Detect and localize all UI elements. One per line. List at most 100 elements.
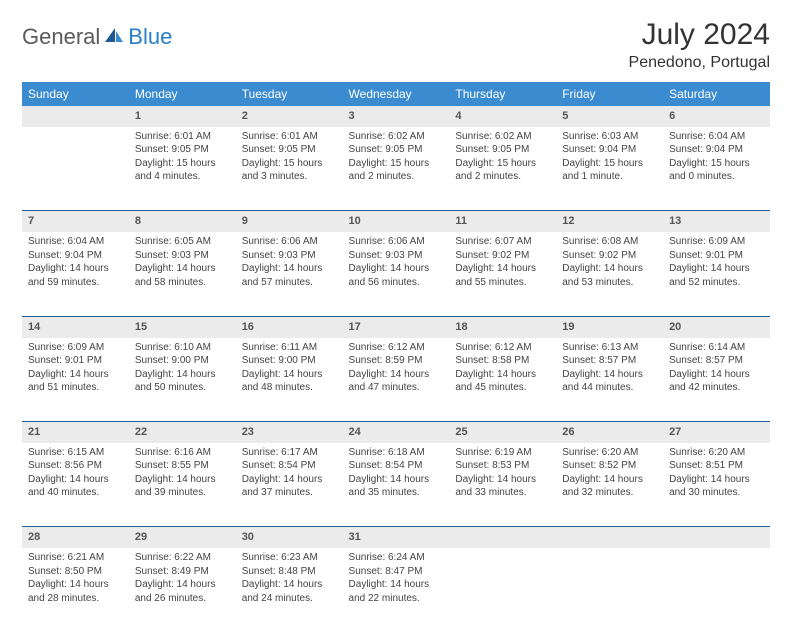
day-cell: [663, 548, 770, 632]
day-info-line: Sunset: 9:04 PM: [669, 143, 764, 157]
location: Penedono, Portugal: [629, 54, 770, 72]
day-info-line: Sunset: 8:50 PM: [28, 565, 123, 579]
day-cell: Sunrise: 6:05 AMSunset: 9:03 PMDaylight:…: [129, 232, 236, 316]
day-number: 30: [236, 527, 343, 548]
day-number-row: 14151617181920: [22, 316, 770, 337]
day-number: 9: [236, 211, 343, 232]
day-info-line: Daylight: 14 hours and 22 minutes.: [349, 578, 444, 605]
day-number: 14: [22, 316, 129, 337]
day-number: 24: [343, 422, 450, 443]
day-number: 8: [129, 211, 236, 232]
day-number: [663, 527, 770, 548]
day-info-line: Daylight: 14 hours and 30 minutes.: [669, 473, 764, 500]
weekday-header-row: Sunday Monday Tuesday Wednesday Thursday…: [22, 82, 770, 106]
day-info-line: Sunset: 8:55 PM: [135, 459, 230, 473]
day-info-line: Sunrise: 6:14 AM: [669, 341, 764, 355]
page-title: July 2024: [629, 18, 770, 52]
day-info-line: Sunset: 9:05 PM: [455, 143, 550, 157]
day-number-row: 123456: [22, 106, 770, 127]
day-info-line: Daylight: 14 hours and 52 minutes.: [669, 262, 764, 289]
day-info-line: Sunrise: 6:02 AM: [349, 130, 444, 144]
day-cell: Sunrise: 6:08 AMSunset: 9:02 PMDaylight:…: [556, 232, 663, 316]
day-info-line: Sunrise: 6:20 AM: [669, 446, 764, 460]
day-info-line: Sunset: 9:02 PM: [455, 249, 550, 263]
day-info-line: Sunrise: 6:17 AM: [242, 446, 337, 460]
day-number: 11: [449, 211, 556, 232]
day-info-line: Sunrise: 6:24 AM: [349, 551, 444, 565]
day-info-line: Daylight: 14 hours and 47 minutes.: [349, 368, 444, 395]
day-info-line: Daylight: 14 hours and 51 minutes.: [28, 368, 123, 395]
day-info-line: Daylight: 15 hours and 0 minutes.: [669, 157, 764, 184]
day-info-line: Sunrise: 6:22 AM: [135, 551, 230, 565]
day-info-line: Sunrise: 6:23 AM: [242, 551, 337, 565]
day-info-line: Sunrise: 6:09 AM: [669, 235, 764, 249]
day-info-line: Sunset: 9:03 PM: [349, 249, 444, 263]
day-number: 6: [663, 106, 770, 127]
day-cell: Sunrise: 6:04 AMSunset: 9:04 PMDaylight:…: [22, 232, 129, 316]
weekday-header: Tuesday: [236, 82, 343, 106]
weekday-header: Saturday: [663, 82, 770, 106]
day-number: 10: [343, 211, 450, 232]
day-cell: Sunrise: 6:20 AMSunset: 8:52 PMDaylight:…: [556, 443, 663, 527]
calendar-body: 123456Sunrise: 6:01 AMSunset: 9:05 PMDay…: [22, 106, 770, 632]
day-number: 31: [343, 527, 450, 548]
weekday-header: Thursday: [449, 82, 556, 106]
day-info-line: Daylight: 14 hours and 28 minutes.: [28, 578, 123, 605]
day-info-line: Daylight: 14 hours and 58 minutes.: [135, 262, 230, 289]
day-number: 29: [129, 527, 236, 548]
day-number: [556, 527, 663, 548]
day-number: 2: [236, 106, 343, 127]
day-cell: Sunrise: 6:01 AMSunset: 9:05 PMDaylight:…: [129, 127, 236, 211]
weekday-header: Wednesday: [343, 82, 450, 106]
day-cell: Sunrise: 6:19 AMSunset: 8:53 PMDaylight:…: [449, 443, 556, 527]
day-info-line: Daylight: 14 hours and 44 minutes.: [562, 368, 657, 395]
day-info-line: Sunset: 9:03 PM: [242, 249, 337, 263]
day-content-row: Sunrise: 6:21 AMSunset: 8:50 PMDaylight:…: [22, 548, 770, 632]
day-info-line: Daylight: 14 hours and 55 minutes.: [455, 262, 550, 289]
day-cell: Sunrise: 6:12 AMSunset: 8:59 PMDaylight:…: [343, 338, 450, 422]
day-content-row: Sunrise: 6:09 AMSunset: 9:01 PMDaylight:…: [22, 338, 770, 422]
day-number: 16: [236, 316, 343, 337]
day-info-line: Daylight: 15 hours and 3 minutes.: [242, 157, 337, 184]
day-info-line: Sunset: 8:49 PM: [135, 565, 230, 579]
day-number: 27: [663, 422, 770, 443]
day-info-line: Sunset: 8:54 PM: [349, 459, 444, 473]
day-cell: Sunrise: 6:15 AMSunset: 8:56 PMDaylight:…: [22, 443, 129, 527]
day-info-line: Daylight: 15 hours and 2 minutes.: [349, 157, 444, 184]
day-cell: Sunrise: 6:14 AMSunset: 8:57 PMDaylight:…: [663, 338, 770, 422]
weekday-header: Friday: [556, 82, 663, 106]
day-number: 28: [22, 527, 129, 548]
day-info-line: Sunrise: 6:21 AM: [28, 551, 123, 565]
day-info-line: Sunrise: 6:04 AM: [669, 130, 764, 144]
day-info-line: Sunset: 9:04 PM: [562, 143, 657, 157]
day-info-line: Sunrise: 6:06 AM: [242, 235, 337, 249]
day-info-line: Sunrise: 6:01 AM: [242, 130, 337, 144]
day-info-line: Sunrise: 6:12 AM: [349, 341, 444, 355]
logo-text-blue: Blue: [128, 24, 172, 50]
day-info-line: Sunset: 8:53 PM: [455, 459, 550, 473]
day-cell: [449, 548, 556, 632]
day-info-line: Sunset: 9:00 PM: [135, 354, 230, 368]
day-info-line: Daylight: 15 hours and 1 minute.: [562, 157, 657, 184]
day-number: 13: [663, 211, 770, 232]
day-number: 21: [22, 422, 129, 443]
day-number-row: 78910111213: [22, 211, 770, 232]
title-block: July 2024 Penedono, Portugal: [629, 18, 770, 72]
day-info-line: Sunrise: 6:19 AM: [455, 446, 550, 460]
logo-text-general: General: [22, 24, 100, 50]
day-info-line: Daylight: 14 hours and 32 minutes.: [562, 473, 657, 500]
day-info-line: Sunrise: 6:12 AM: [455, 341, 550, 355]
weekday-header: Monday: [129, 82, 236, 106]
day-info-line: Sunset: 8:57 PM: [562, 354, 657, 368]
day-info-line: Sunset: 8:48 PM: [242, 565, 337, 579]
day-info-line: Daylight: 14 hours and 37 minutes.: [242, 473, 337, 500]
day-info-line: Daylight: 15 hours and 4 minutes.: [135, 157, 230, 184]
day-info-line: Sunrise: 6:08 AM: [562, 235, 657, 249]
day-info-line: Sunset: 9:05 PM: [135, 143, 230, 157]
day-number: 15: [129, 316, 236, 337]
day-info-line: Sunrise: 6:15 AM: [28, 446, 123, 460]
day-cell: Sunrise: 6:18 AMSunset: 8:54 PMDaylight:…: [343, 443, 450, 527]
day-number: 1: [129, 106, 236, 127]
day-number-row: 28293031: [22, 527, 770, 548]
day-number: 12: [556, 211, 663, 232]
